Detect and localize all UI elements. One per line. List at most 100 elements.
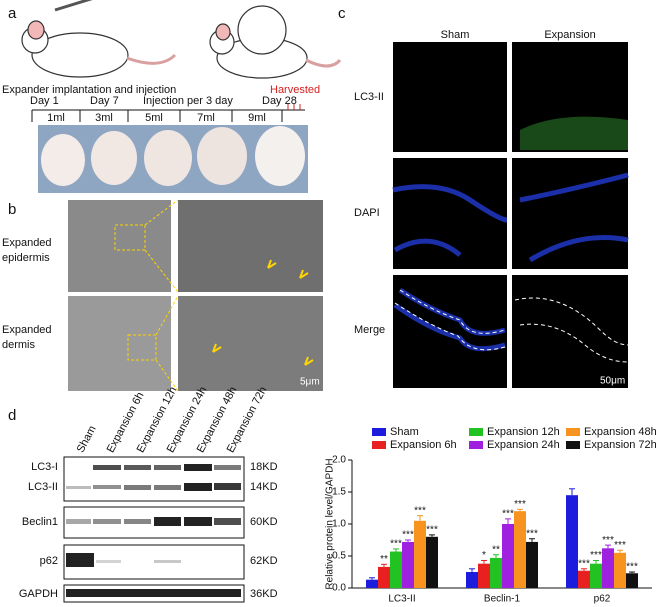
significance: *** — [626, 562, 638, 573]
timeline-ticks — [31, 110, 283, 122]
bar — [466, 572, 478, 588]
row-label: DAPI — [354, 207, 380, 219]
day-label: Day 7 — [90, 95, 119, 107]
protein-label: Beclin1 — [22, 516, 58, 528]
significance: ** — [492, 544, 500, 555]
bar — [402, 541, 414, 588]
legend-swatch — [566, 441, 580, 449]
legend-label: Expansion 24h — [487, 439, 560, 451]
size-label: 18KD — [250, 461, 278, 473]
bar — [426, 536, 438, 588]
significance: *** — [502, 509, 514, 520]
bar — [390, 551, 402, 588]
y-tick-label: 2.0 — [332, 455, 346, 466]
volume-label: 1ml — [47, 112, 65, 124]
row-label: Expanded — [2, 237, 52, 249]
row-label: dermis — [2, 339, 36, 351]
legend-label: Sham — [390, 426, 419, 438]
scale-bar: 5μm — [300, 377, 320, 388]
bar — [478, 563, 490, 588]
day-label: Injection per 3 day — [143, 95, 233, 107]
significance: *** — [578, 558, 590, 569]
size-label: 14KD — [250, 481, 278, 493]
significance: *** — [402, 530, 414, 541]
volume-labels: 1ml 3ml 5ml 7ml 9ml — [47, 112, 266, 124]
x-tick-label: LC3-II — [388, 594, 415, 605]
column-label: Expansion — [544, 29, 595, 41]
row-label: Expanded — [2, 324, 52, 336]
volume-label: 9ml — [248, 112, 266, 124]
legend-swatch — [372, 441, 386, 449]
harvest-ticks — [287, 104, 301, 110]
legend-swatch — [372, 428, 386, 436]
bar — [578, 570, 590, 588]
significance: *** — [414, 505, 426, 516]
day-label: Day 1 — [30, 95, 59, 107]
protein-label: LC3-II — [28, 481, 58, 493]
legend-label: Expansion 12h — [487, 426, 560, 438]
x-tick-label: Beclin-1 — [484, 594, 521, 605]
significance: ** — [380, 554, 388, 565]
tem-images — [68, 199, 323, 392]
panel-label: a — [8, 5, 17, 22]
significance: *** — [614, 540, 626, 551]
bar — [490, 557, 502, 588]
legend-swatch — [469, 428, 483, 436]
mouse-illustration — [209, 5, 342, 79]
significance: *** — [426, 525, 438, 536]
protein-label: LC3-I — [31, 461, 58, 473]
scale-bar: 50μm — [600, 376, 625, 387]
legend-label: Expansion 6h — [390, 439, 457, 451]
bar — [378, 566, 390, 588]
legend-label: Expansion 48h — [584, 426, 656, 438]
volume-label: 7ml — [197, 112, 215, 124]
blot-boxes — [63, 456, 245, 603]
size-label: 62KD — [250, 555, 278, 567]
x-tick-label: p62 — [594, 594, 611, 605]
bar — [502, 524, 514, 588]
photo-strip — [38, 125, 308, 193]
volume-label: 3ml — [95, 112, 113, 124]
bar — [566, 495, 578, 588]
significance: *** — [526, 528, 538, 539]
bar — [366, 579, 378, 588]
row-label: Merge — [354, 324, 385, 336]
size-label: 60KD — [250, 516, 278, 528]
volume-label: 5ml — [145, 112, 163, 124]
significance: *** — [514, 499, 526, 510]
protein-labels: LC3-I 18KD LC3-II 14KD Beclin1 60KD p62 62KD GAP… — [19, 461, 278, 600]
significance: *** — [602, 535, 614, 546]
bar — [602, 548, 614, 588]
bar — [514, 511, 526, 588]
panel-label: b — [8, 201, 16, 218]
protein-label: GAPDH — [19, 588, 58, 600]
y-tick-label: 1.5 — [332, 487, 346, 498]
mouse-illustration — [21, 0, 177, 78]
legend-swatch — [469, 441, 483, 449]
day-label: Day 28 — [262, 95, 297, 107]
lane-label: Sham — [75, 424, 99, 455]
protein-label: p62 — [40, 555, 58, 567]
column-label: Sham — [441, 29, 470, 41]
panel-label: d — [8, 407, 16, 424]
bar — [614, 552, 626, 588]
timeline-title: Expander implantation and injection — [2, 84, 176, 96]
row-label: epidermis — [2, 252, 50, 264]
harvested-label: Harvested — [270, 84, 320, 96]
significance: * — [482, 550, 486, 561]
y-tick-label: 0.5 — [332, 551, 346, 562]
fluorescence-images — [392, 42, 629, 388]
row-label: LC3-II — [354, 91, 384, 103]
y-tick-label: 0.0 — [332, 583, 346, 594]
bar — [414, 520, 426, 588]
bar — [626, 573, 638, 588]
blot-bands — [66, 464, 241, 597]
significance: *** — [590, 550, 602, 561]
legend-label: Expansion 72h — [584, 439, 656, 451]
bar — [526, 541, 538, 588]
size-label: 36KD — [250, 588, 278, 600]
significance: *** — [390, 539, 402, 550]
legend-swatch — [566, 428, 580, 436]
